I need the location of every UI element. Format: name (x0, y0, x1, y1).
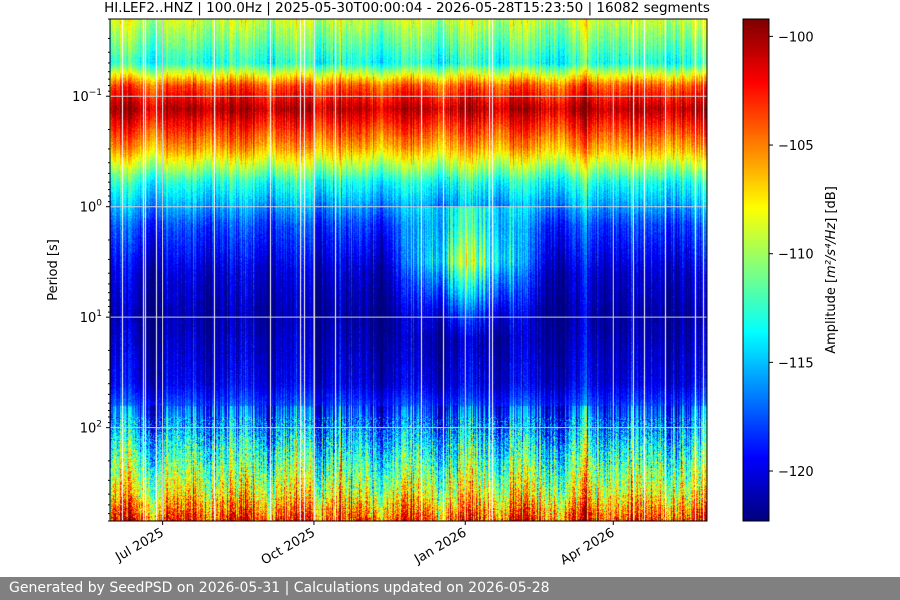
colorbar-label-prefix: Amplitude [ (824, 278, 839, 354)
x-axis: Jul 2025 Oct 2025 Jan 2026 Apr 2026 (112, 521, 617, 568)
footer-text: Generated by SeedPSD on 2026-05-31 | Cal… (9, 580, 550, 596)
colorbar-tick-label: −100 (778, 30, 814, 45)
y-tick-label: 10−1 (72, 88, 102, 105)
colorbar-tick-label: −110 (778, 248, 814, 263)
y-tick-label: 100 (80, 199, 103, 216)
x-tick-label: Apr 2026 (558, 525, 617, 568)
colorbar-ticks: −100 −105 −110 −115 −120 (769, 30, 814, 480)
spectrogram-figure: HI.LEF2..HNZ | 100.0Hz | 2025-05-30T00:0… (46, 0, 839, 568)
colorbar-gradient (743, 19, 769, 521)
heatmap-plot-area (109, 18, 708, 522)
grid-lines (110, 19, 707, 521)
colorbar-label-unit: m²/s⁴/Hz (824, 222, 839, 278)
y-tick-label: 102 (80, 420, 102, 437)
footer-bar: Generated by SeedPSD on 2026-05-31 | Cal… (0, 577, 900, 600)
x-tick-label: Jul 2025 (112, 525, 166, 565)
colorbar-label: Amplitude [m²/s⁴/Hz] [dB] (824, 186, 839, 354)
colorbar-frame (742, 18, 770, 522)
colorbar-label-suffix: ] [dB] (824, 186, 839, 223)
x-tick-label: Jan 2026 (411, 525, 469, 567)
y-tick-label: 101 (80, 309, 102, 326)
y-axis-label: Period [s] (46, 239, 61, 301)
colorbar-tick-label: −120 (778, 465, 814, 480)
x-tick-label: Oct 2025 (259, 525, 318, 568)
chart-title: HI.LEF2..HNZ | 100.0Hz | 2025-05-30T00:0… (104, 0, 710, 16)
colorbar-tick-label: −105 (778, 139, 814, 154)
colorbar: −100 −105 −110 −115 −120 Amplitude [m²/s⁴/Hz… (742, 18, 839, 522)
heatmap-image (110, 19, 707, 521)
plot-frame (109, 18, 708, 522)
y-axis: 10−1 100 101 102 (72, 18, 110, 522)
colorbar-tick-label: −115 (778, 356, 814, 371)
